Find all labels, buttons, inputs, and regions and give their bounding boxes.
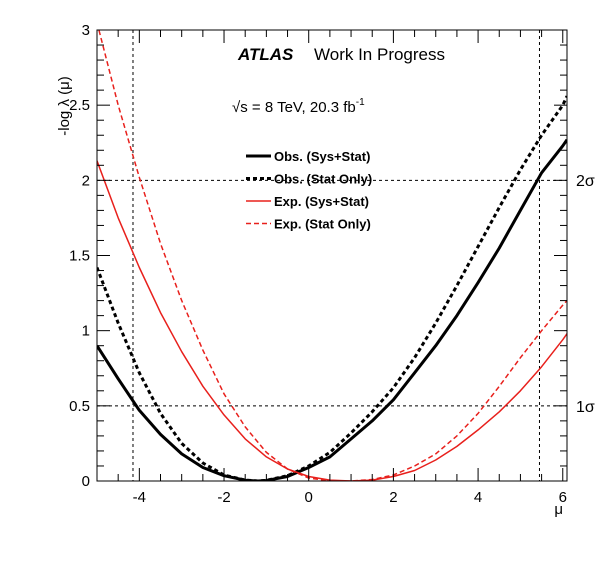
x-axis-label: μ bbox=[554, 501, 563, 518]
y-tick-label: 2 bbox=[82, 172, 90, 189]
y-tick-label: 3 bbox=[82, 22, 90, 39]
series-line-0 bbox=[97, 140, 567, 481]
energy-sup: -1 bbox=[356, 97, 365, 108]
y-tick-label: 0.5 bbox=[69, 398, 90, 415]
two-sigma-label: 2σ bbox=[576, 173, 595, 190]
y-tick-label: 1 bbox=[82, 323, 90, 340]
curves bbox=[97, 23, 567, 482]
x-tick-label: 4 bbox=[474, 489, 482, 506]
x-tick-label: 2 bbox=[389, 489, 397, 506]
legend-label-2: Exp. (Sys+Stat) bbox=[274, 194, 369, 209]
y-tick-label: 0 bbox=[82, 473, 90, 490]
energy-label: √s = 8 TeV, 20.3 fb-1 bbox=[232, 97, 365, 116]
status-label: Work In Progress bbox=[314, 45, 445, 64]
x-tick-label: -4 bbox=[133, 489, 146, 506]
legend-label-1: Obs. (Stat Only) bbox=[274, 172, 372, 187]
legend: Obs. (Sys+Stat) Obs. (Stat Only) Exp. (Sys… bbox=[246, 149, 372, 232]
svg-text:√s = 8 TeV, 20.3 fb-1: √s = 8 TeV, 20.3 fb-1 bbox=[232, 97, 365, 116]
atlas-label: ATLAS bbox=[237, 45, 294, 64]
legend-label-3: Exp. (Stat Only) bbox=[274, 217, 371, 232]
energy-sqrt: √s bbox=[232, 99, 248, 116]
tick-labels: -4 -2 0 2 4 600.511.522.53 bbox=[69, 22, 567, 506]
y-axis-label: -log λ (μ) bbox=[56, 76, 73, 135]
one-sigma-label: 1σ bbox=[576, 399, 595, 416]
energy-main: = 8 TeV, 20.3 fb bbox=[248, 99, 356, 116]
y-tick-label: 1.5 bbox=[69, 248, 90, 265]
legend-label-0: Obs. (Sys+Stat) bbox=[274, 149, 370, 164]
x-tick-label: 0 bbox=[305, 489, 313, 506]
x-tick-label: -2 bbox=[217, 489, 230, 506]
